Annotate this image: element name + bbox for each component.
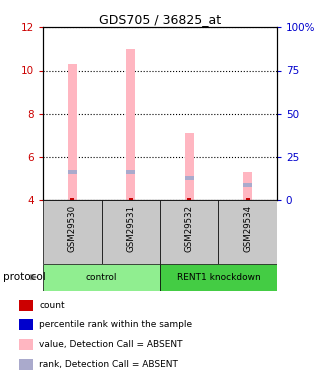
Bar bbox=[126, 49, 135, 200]
Bar bbox=[126, 170, 135, 174]
Text: control: control bbox=[86, 273, 117, 282]
Text: RENT1 knockdown: RENT1 knockdown bbox=[177, 273, 260, 282]
Bar bbox=[102, 200, 160, 264]
Text: percentile rank within the sample: percentile rank within the sample bbox=[39, 320, 192, 329]
Bar bbox=[43, 264, 160, 291]
Text: GSM29531: GSM29531 bbox=[126, 205, 135, 252]
Text: GSM29534: GSM29534 bbox=[243, 205, 252, 252]
Bar bbox=[68, 64, 77, 200]
Bar bbox=[185, 176, 194, 180]
Bar bbox=[68, 170, 77, 174]
Bar bbox=[243, 183, 252, 187]
Bar bbox=[19, 300, 33, 311]
Text: protocol: protocol bbox=[3, 272, 46, 282]
Bar bbox=[219, 200, 277, 264]
Title: GDS705 / 36825_at: GDS705 / 36825_at bbox=[99, 13, 221, 26]
Bar bbox=[43, 200, 102, 264]
Bar bbox=[19, 339, 33, 350]
Bar bbox=[160, 200, 219, 264]
Bar bbox=[19, 359, 33, 370]
Bar bbox=[160, 264, 277, 291]
Text: value, Detection Call = ABSENT: value, Detection Call = ABSENT bbox=[39, 340, 182, 349]
Bar bbox=[185, 133, 194, 200]
Text: count: count bbox=[39, 302, 65, 310]
Text: rank, Detection Call = ABSENT: rank, Detection Call = ABSENT bbox=[39, 360, 178, 369]
Bar bbox=[19, 319, 33, 330]
Text: GSM29530: GSM29530 bbox=[68, 205, 77, 252]
Text: GSM29532: GSM29532 bbox=[185, 205, 194, 252]
Bar bbox=[243, 172, 252, 200]
